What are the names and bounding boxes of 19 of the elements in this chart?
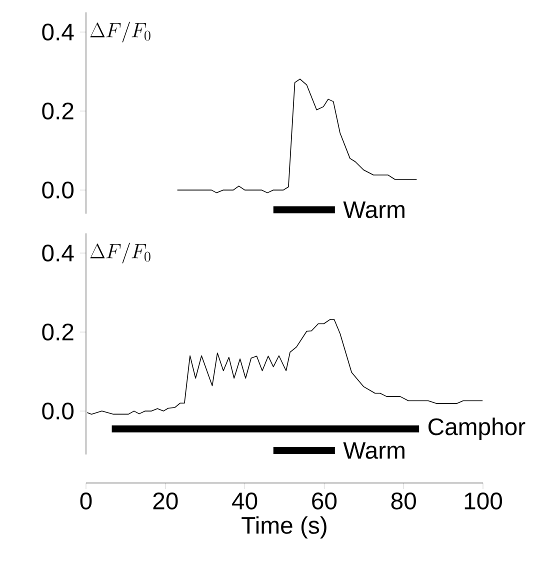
y-tick-label: 0.4 [42,24,74,41]
x-tick-label: 100 [464,492,502,510]
y-tick-label: 0.2 [42,102,74,120]
x-axis-title: Time (s) [242,516,326,539]
series-label: Camphor [428,418,526,440]
x-tick-label: 0 [80,492,92,510]
y-axis-title: $\Delta F/F_{0}$ [90,22,150,42]
x-tick-label: 60 [312,492,337,510]
y-tick-label: 0.0 [42,182,74,199]
series-label: Warm [343,201,404,218]
y-tick-label: 0.4 [42,244,74,262]
y-axis-title: $\Delta F/F_{0}$ [90,242,150,264]
x-tick-label: 40 [232,492,258,510]
series-label: Warm [343,442,404,459]
y-tick-label: 0.2 [42,324,74,341]
x-tick-label: 20 [153,492,178,510]
y-tick-label: 0.0 [42,402,74,420]
x-tick-label: 80 [391,492,416,510]
line-series [176,78,418,194]
